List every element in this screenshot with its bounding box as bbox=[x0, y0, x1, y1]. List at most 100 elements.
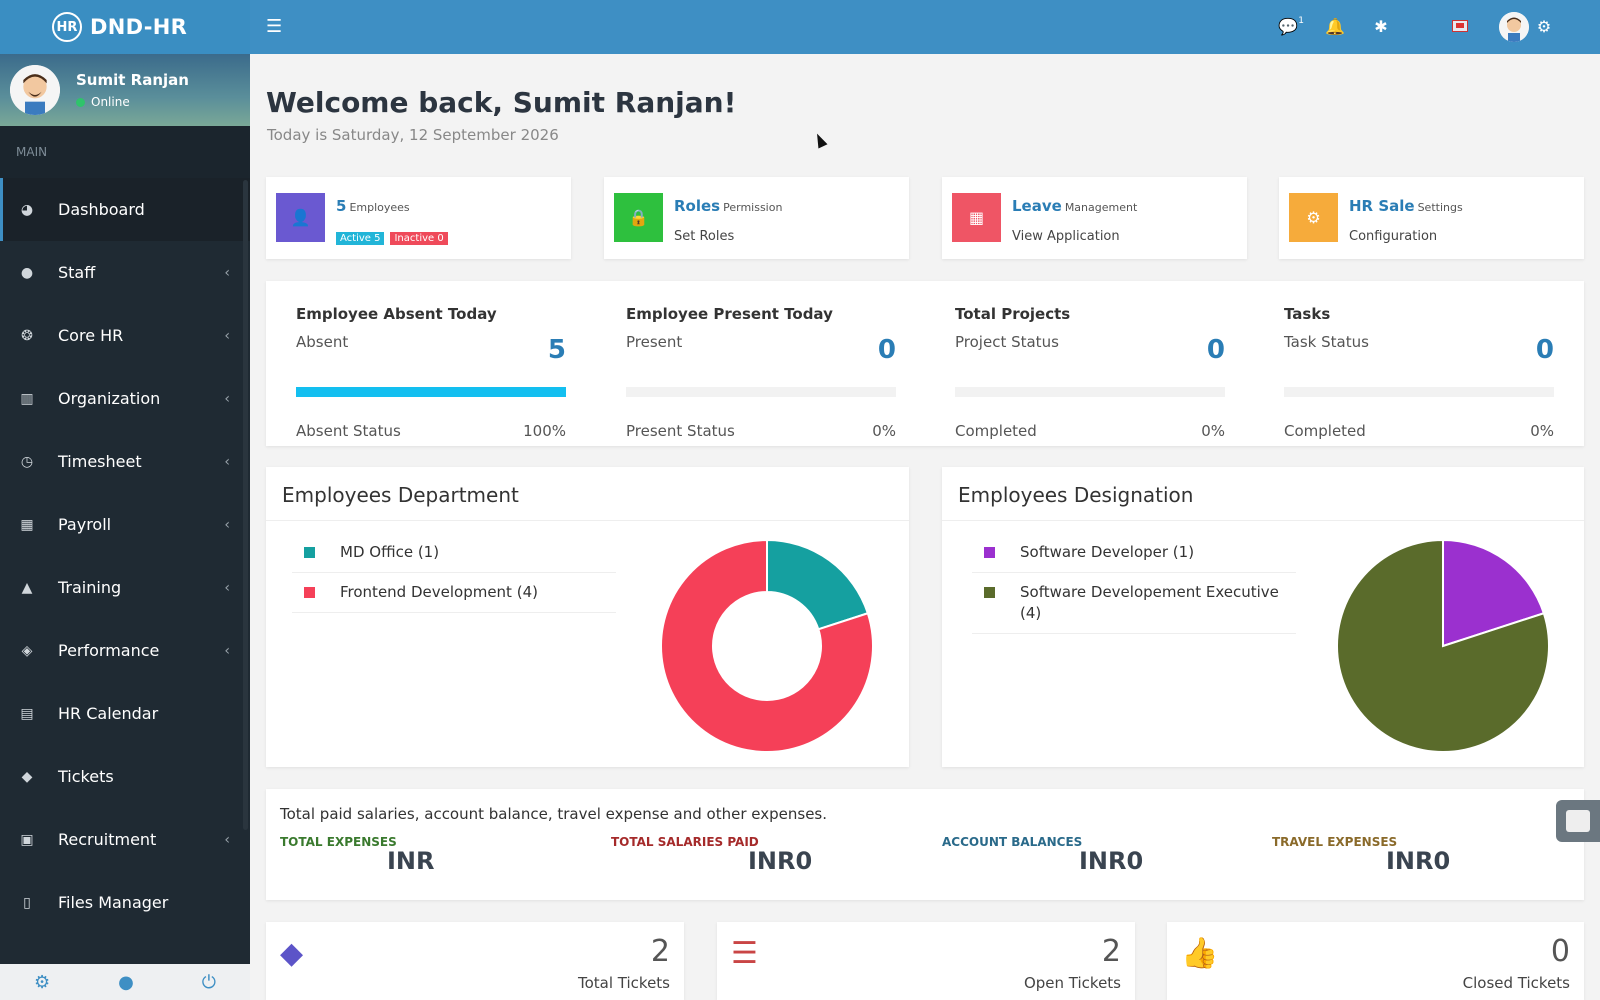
progress-bar bbox=[1284, 387, 1554, 397]
chart-slice[interactable] bbox=[766, 538, 870, 631]
footer-profile-icon[interactable]: ● bbox=[118, 971, 134, 993]
ticket-label: Closed Tickets bbox=[1462, 974, 1570, 992]
stat-footer: Completed 0% bbox=[955, 422, 1225, 440]
sidebar-item-label: HR Calendar bbox=[58, 704, 159, 723]
ticket-count: 2 bbox=[1101, 934, 1121, 969]
newspaper-icon: ▣ bbox=[20, 831, 34, 848]
employees-card[interactable]: 👤 5 Employees Active 5 Inactive 0 bbox=[266, 177, 571, 259]
closed-tickets-card[interactable]: 👍 0 Closed Tickets bbox=[1167, 922, 1584, 1000]
stat-value: 0 bbox=[877, 335, 896, 365]
bell-icon[interactable]: 🔔 bbox=[1325, 17, 1345, 36]
graduation-cap-icon: ▲ bbox=[21, 579, 33, 596]
employee-badges: Active 5 Inactive 0 bbox=[336, 230, 454, 245]
chart-slice[interactable] bbox=[1442, 538, 1546, 648]
hr-settings-card[interactable]: ⚙ HR Sale Settings Configuration bbox=[1279, 177, 1584, 259]
sidebar-item-tickets[interactable]: ◆ Tickets bbox=[0, 745, 250, 808]
sidebar-scrollbar[interactable] bbox=[243, 180, 248, 830]
messages-badge: 1 bbox=[1298, 16, 1304, 26]
messages-icon[interactable]: 💬 1 bbox=[1276, 15, 1304, 39]
designation-pie-chart[interactable] bbox=[1335, 538, 1551, 754]
active-badge: Active 5 bbox=[336, 232, 385, 245]
panel-title: Employees Designation bbox=[942, 467, 1584, 521]
stat-sub: Absent bbox=[296, 333, 349, 351]
sidebar-footer: ⚙ ● ⏻ bbox=[0, 964, 250, 1000]
settings-gear-icon[interactable]: ⚙ bbox=[1536, 17, 1552, 36]
stat-sub: Present bbox=[626, 333, 683, 351]
chart-slice[interactable] bbox=[660, 538, 874, 753]
department-panel: Employees Department MD Office (1) Front… bbox=[266, 467, 909, 767]
sidebar-item-hr-calendar[interactable]: ▤ HR Calendar bbox=[0, 682, 250, 745]
brand[interactable]: HR DND-HR bbox=[0, 0, 250, 54]
progress-bar bbox=[955, 387, 1225, 397]
hamburger-menu-icon[interactable]: ☰ bbox=[266, 16, 283, 37]
cube-icon: ◈ bbox=[21, 642, 33, 659]
profile-status: Online bbox=[76, 95, 189, 109]
sidebar-item-organization[interactable]: ▥ Organization ‹ bbox=[0, 367, 250, 430]
expense-value: INR bbox=[387, 847, 435, 875]
sidebar-item-staff[interactable]: ● Staff ‹ bbox=[0, 241, 250, 304]
expense-value: INR0 bbox=[1386, 847, 1451, 875]
asterisk-icon[interactable]: ✱ bbox=[1374, 17, 1388, 36]
legend-item[interactable]: Frontend Development (4) bbox=[292, 573, 616, 613]
legend-item[interactable]: MD Office (1) bbox=[292, 533, 616, 573]
sidebar-item-label: Training bbox=[58, 578, 122, 597]
legend-swatch bbox=[984, 547, 995, 558]
designation-panel: Employees Designation Software Developer… bbox=[942, 467, 1584, 767]
card-title: Roles Permission bbox=[674, 197, 783, 215]
present-stat: Employee Present Today Present 0 Present… bbox=[626, 305, 896, 445]
sidebar-item-core-hr[interactable]: ❂ Core HR ‹ bbox=[0, 304, 250, 367]
sidebar-item-label: Recruitment bbox=[58, 830, 157, 849]
inactive-badge: Inactive 0 bbox=[390, 232, 448, 245]
chevron-left-icon: ‹ bbox=[224, 264, 230, 281]
nav-list: ◕ Dashboard ● Staff ‹ ❂ Core HR ‹ ▥ Organization ‹… bbox=[0, 178, 250, 934]
sidebar-item-label: Organization bbox=[58, 389, 161, 408]
legend-swatch bbox=[984, 587, 995, 598]
footer-power-icon[interactable]: ⏻ bbox=[201, 971, 216, 993]
sidebar-item-recruitment[interactable]: ▣ Recruitment ‹ bbox=[0, 808, 250, 871]
footer-settings-icon[interactable]: ⚙ bbox=[33, 971, 51, 993]
sidebar-item-dashboard[interactable]: ◕ Dashboard bbox=[0, 178, 250, 241]
legend-swatch bbox=[304, 587, 315, 598]
profile-avatar[interactable] bbox=[10, 65, 60, 115]
department-legend: MD Office (1) Frontend Development (4) bbox=[292, 533, 616, 613]
flag-icon[interactable] bbox=[1452, 20, 1468, 32]
card-title: HR Sale Settings bbox=[1349, 197, 1463, 215]
expense-travel: TRAVEL EXPENSES INR0 bbox=[1272, 835, 1472, 875]
expense-balances: ACCOUNT BALANCES INR0 bbox=[942, 835, 1143, 875]
nav-section-label: MAIN bbox=[0, 126, 250, 178]
user-avatar[interactable] bbox=[1499, 12, 1529, 42]
sidebar-item-performance[interactable]: ◈ Performance ‹ bbox=[0, 619, 250, 682]
legend-item[interactable]: Software Developement Executive (4) bbox=[972, 573, 1296, 634]
department-donut-chart[interactable] bbox=[659, 538, 875, 754]
sidebar-item-label: Performance bbox=[58, 641, 160, 660]
sidebar-item-timesheet[interactable]: ◷ Timesheet ‹ bbox=[0, 430, 250, 493]
expense-label: TOTAL SALARIES PAID bbox=[611, 835, 759, 849]
stat-footer: Present Status 0% bbox=[626, 422, 896, 440]
chart-slice[interactable] bbox=[1336, 538, 1550, 753]
expenses-card: Total paid salaries, account balance, tr… bbox=[266, 789, 1584, 900]
sidebar-item-training[interactable]: ▲ Training ‹ bbox=[0, 556, 250, 619]
profile-name: Sumit Ranjan bbox=[76, 71, 189, 89]
card-title: 5 Employees bbox=[336, 197, 410, 215]
chevron-left-icon: ‹ bbox=[224, 579, 230, 596]
legend-item[interactable]: Software Developer (1) bbox=[972, 533, 1296, 573]
chevron-left-icon: ‹ bbox=[224, 327, 230, 344]
stat-value: 0 bbox=[1535, 335, 1554, 365]
code-icon bbox=[1566, 810, 1590, 832]
stat-footer: Absent Status 100% bbox=[296, 422, 566, 440]
side-widget-tab[interactable] bbox=[1556, 800, 1600, 842]
ticket-count: 0 bbox=[1550, 934, 1570, 969]
projects-stat: Total Projects Project Status 0 Complete… bbox=[955, 305, 1225, 445]
expenses-title: Total paid salaries, account balance, tr… bbox=[280, 805, 828, 823]
open-tickets-card[interactable]: ☰ 2 Open Tickets bbox=[717, 922, 1135, 1000]
sidebar-item-files-manager[interactable]: ▯ Files Manager bbox=[0, 871, 250, 934]
page-title: Welcome back, Sumit Ranjan! bbox=[266, 86, 737, 119]
total-tickets-card[interactable]: ◆ 2 Total Tickets bbox=[266, 922, 684, 1000]
calendar-icon: ▤ bbox=[20, 705, 34, 722]
sidebar-item-payroll[interactable]: ▦ Payroll ‹ bbox=[0, 493, 250, 556]
leave-card[interactable]: ▦ Leave Management View Application bbox=[942, 177, 1247, 259]
sidebar-item-label: Dashboard bbox=[58, 200, 145, 219]
ticket-icon: ◆ bbox=[21, 768, 33, 785]
roles-card[interactable]: 🔒 Roles Permission Set Roles bbox=[604, 177, 909, 259]
stat-footer: Completed 0% bbox=[1284, 422, 1554, 440]
